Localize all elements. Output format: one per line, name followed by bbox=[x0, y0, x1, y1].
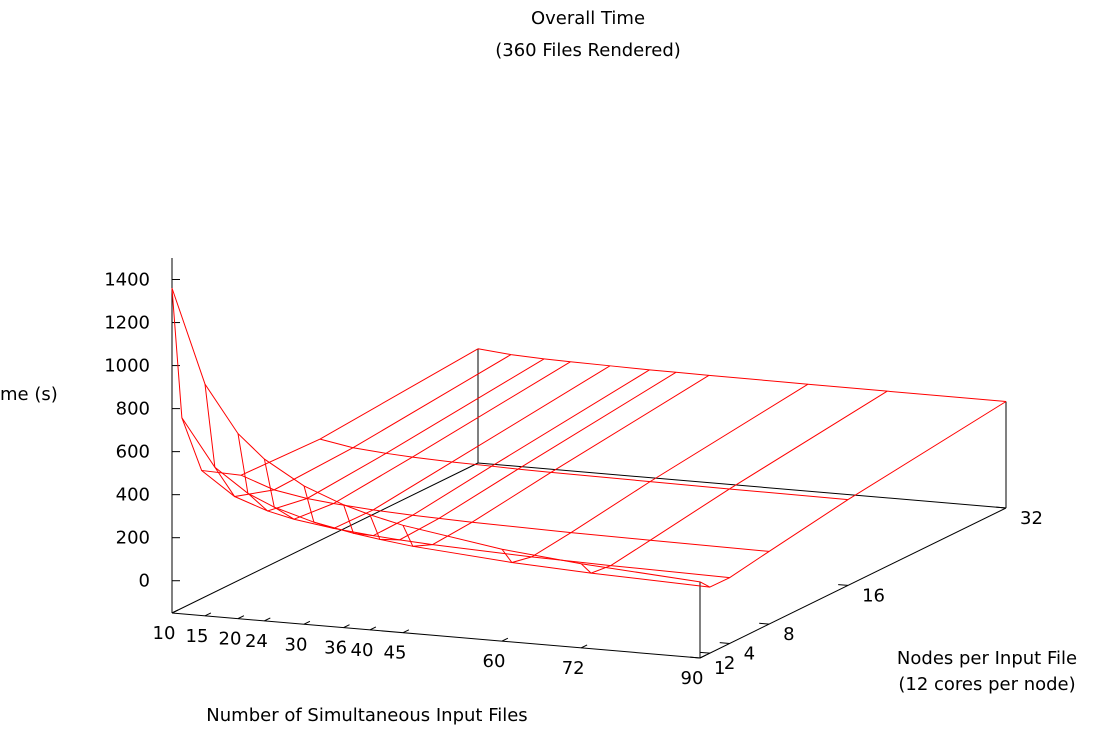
base-edge bbox=[477, 462, 1007, 509]
y-tick-label: 4 bbox=[744, 643, 755, 664]
z-tick-label: 800 bbox=[116, 399, 150, 420]
z-tick-label: 1400 bbox=[104, 270, 150, 291]
z-tick-label: 0 bbox=[139, 571, 150, 592]
x-tick-label: 90 bbox=[681, 668, 704, 689]
z-tick-label: 1200 bbox=[104, 313, 150, 334]
y-tick bbox=[996, 506, 1007, 509]
x-axis-label: Number of Simultaneous Input Files bbox=[206, 705, 527, 726]
x-tick bbox=[402, 629, 410, 634]
x-tick bbox=[303, 620, 311, 625]
y-tick-label: 2 bbox=[724, 653, 735, 674]
surface-column bbox=[343, 369, 650, 537]
chart-subtitle: (360 Files Rendered) bbox=[495, 40, 681, 61]
surface-column bbox=[369, 371, 677, 541]
z-tick-label: 1000 bbox=[104, 356, 150, 377]
chart-title: Overall Time bbox=[531, 8, 645, 29]
x-tick bbox=[171, 609, 179, 614]
x-tick-label: 30 bbox=[285, 634, 308, 655]
surface-column bbox=[303, 365, 611, 529]
surface-column bbox=[204, 354, 512, 498]
x-tick bbox=[501, 637, 509, 642]
z-axis-label: me (s) bbox=[0, 384, 58, 405]
surface-row bbox=[181, 417, 710, 588]
y-tick bbox=[759, 622, 770, 625]
x-axis bbox=[171, 612, 701, 659]
surface-column bbox=[171, 288, 479, 476]
y-tick bbox=[690, 656, 701, 659]
x-tick-label: 20 bbox=[219, 629, 242, 650]
surface-row bbox=[319, 438, 849, 501]
y-tick bbox=[699, 651, 710, 654]
z-tick-label: 200 bbox=[116, 528, 150, 549]
x-tick bbox=[343, 624, 350, 629]
x-tick-label: 60 bbox=[483, 651, 506, 672]
x-tick bbox=[699, 654, 707, 659]
x-tick bbox=[264, 617, 271, 622]
x-tick-label: 72 bbox=[562, 658, 585, 679]
y-tick-label: 1 bbox=[714, 658, 725, 679]
surface-column bbox=[580, 390, 888, 574]
x-tick-label: 36 bbox=[324, 638, 347, 659]
surface-column bbox=[237, 358, 545, 512]
x-tick bbox=[204, 612, 212, 617]
x-tick-label: 45 bbox=[384, 643, 407, 664]
surface-column bbox=[699, 401, 1007, 588]
y-tick-label: 8 bbox=[783, 624, 794, 645]
y-axis bbox=[699, 507, 1007, 659]
surface-column bbox=[402, 374, 710, 547]
x-tick bbox=[369, 626, 377, 631]
z-tick-label: 600 bbox=[116, 442, 150, 463]
y-tick bbox=[838, 584, 849, 586]
surface-column bbox=[501, 383, 809, 564]
x-tick bbox=[580, 644, 588, 649]
x-tick-label: 15 bbox=[186, 626, 209, 647]
surface-row bbox=[477, 348, 1007, 402]
x-tick-label: 40 bbox=[351, 640, 374, 661]
y-tick-label: 16 bbox=[862, 585, 885, 606]
y-axis-label: (12 cores per node) bbox=[898, 674, 1075, 695]
surface-column bbox=[263, 361, 571, 520]
x-tick-label: 10 bbox=[153, 623, 176, 644]
y-axis-label: Nodes per Input File bbox=[897, 648, 1077, 669]
z-tick-label: 400 bbox=[116, 485, 150, 506]
y-tick-label: 32 bbox=[1020, 508, 1043, 529]
x-tick-label: 24 bbox=[245, 631, 268, 652]
base-edge bbox=[171, 462, 479, 614]
y-tick bbox=[719, 642, 730, 644]
x-tick bbox=[237, 615, 245, 620]
